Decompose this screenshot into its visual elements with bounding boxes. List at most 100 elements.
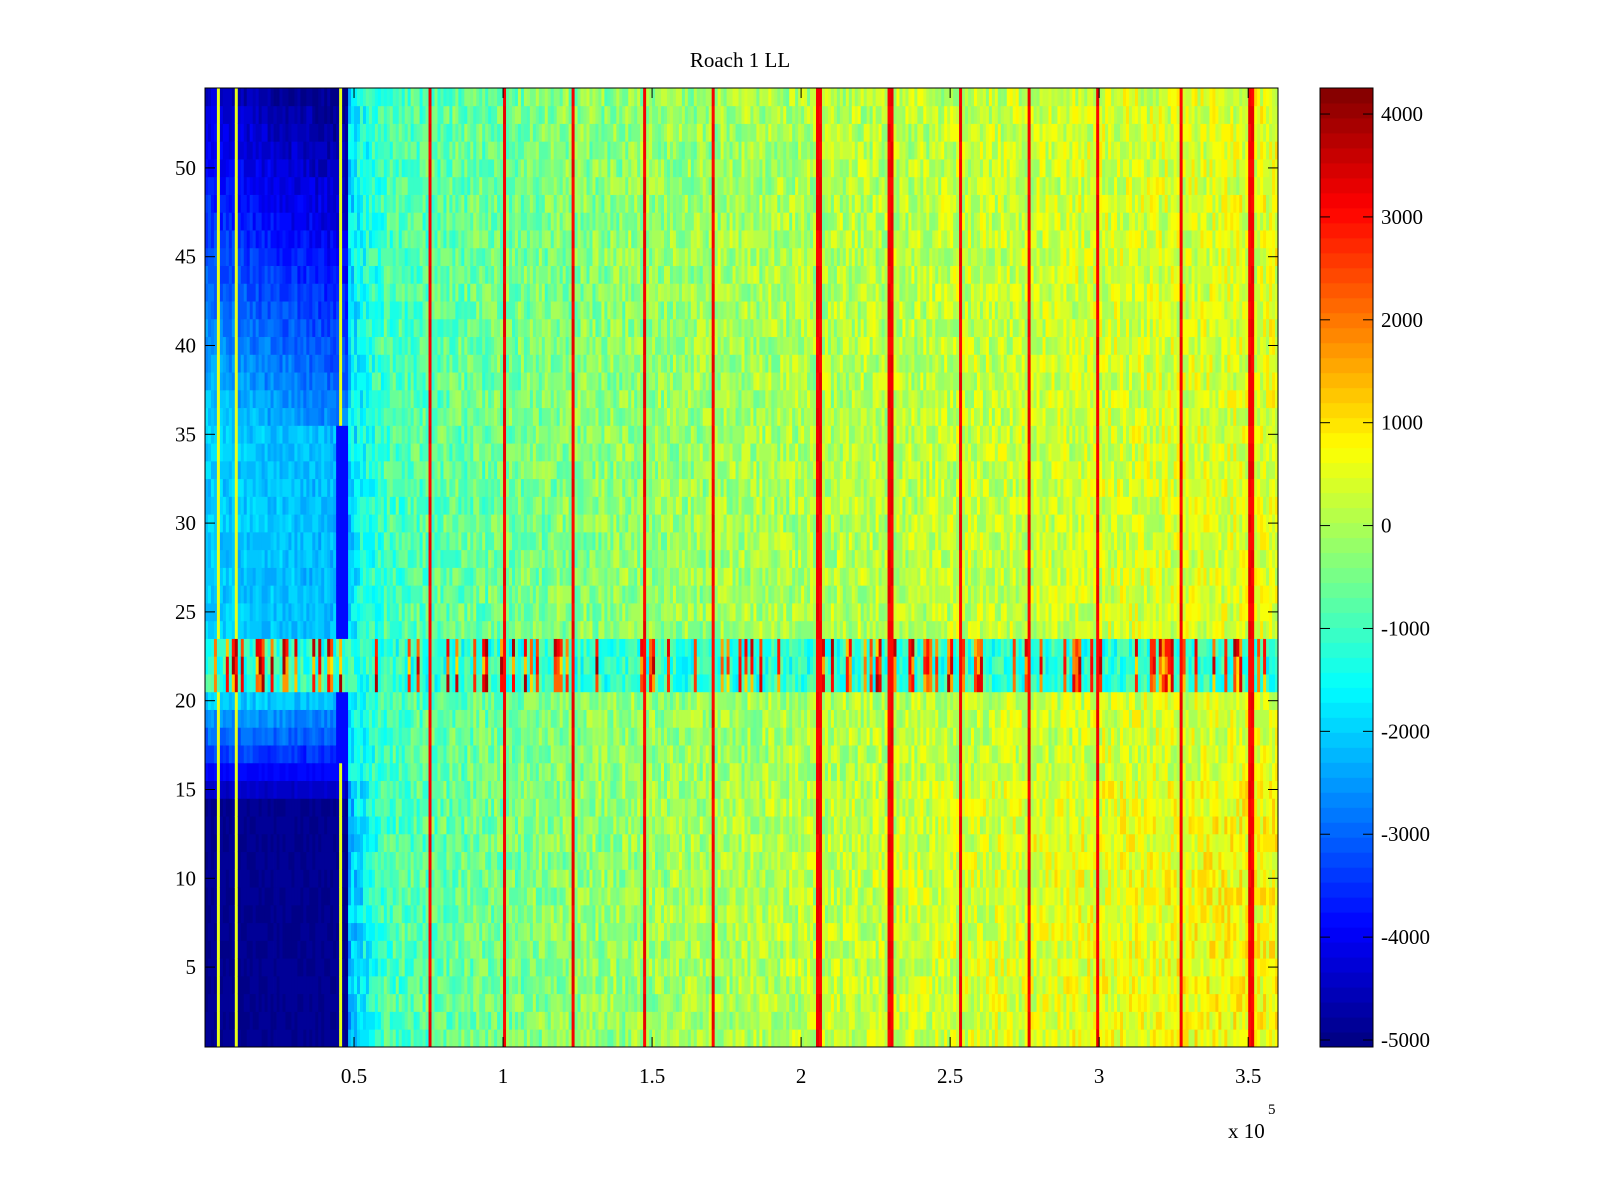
heatmap-cell xyxy=(359,620,364,639)
heatmap-cell xyxy=(443,638,447,657)
heatmap-cell xyxy=(240,176,245,195)
heatmap-cell xyxy=(413,230,418,249)
heatmap-cell xyxy=(428,159,432,178)
heatmap-cell xyxy=(359,958,364,977)
heatmap-cell xyxy=(228,638,233,657)
heatmap-cell xyxy=(249,585,254,604)
heatmap-cell xyxy=(458,940,462,959)
heatmap-cell xyxy=(452,691,456,710)
heatmap-cell xyxy=(258,816,263,835)
heatmap-cell xyxy=(365,105,370,124)
heatmap-cell xyxy=(282,798,286,817)
heatmap-cell xyxy=(270,585,274,604)
heatmap-cell xyxy=(365,212,370,231)
heatmap-cell xyxy=(342,940,346,959)
heatmap-cell xyxy=(306,159,310,178)
heatmap-cell xyxy=(351,922,355,941)
heatmap-cell xyxy=(249,975,254,995)
heatmap-cell xyxy=(380,443,385,462)
heatmap-cell xyxy=(398,283,403,302)
heatmap-cell xyxy=(312,709,316,728)
heatmap-cell xyxy=(249,265,254,284)
heatmap-cell xyxy=(219,603,224,622)
heatmap-cell xyxy=(291,478,295,497)
heatmap-cell xyxy=(246,301,251,320)
heatmap-cell xyxy=(321,123,325,142)
heatmap-cell xyxy=(431,762,435,782)
heatmap-cell xyxy=(410,887,415,906)
heatmap-cell xyxy=(315,833,319,853)
heatmap-cell xyxy=(300,443,304,462)
heatmap-cell xyxy=(410,425,415,444)
heatmap-cell xyxy=(446,940,450,959)
heatmap-cell xyxy=(383,833,388,853)
heatmap-cell xyxy=(404,798,409,817)
heatmap-cell xyxy=(440,940,444,959)
heatmap-cell xyxy=(205,372,209,391)
heatmap-cell xyxy=(351,674,355,693)
heatmap-cell xyxy=(365,389,370,409)
heatmap-cell xyxy=(458,265,462,284)
heatmap-cell xyxy=(380,1011,385,1030)
heatmap-cell xyxy=(476,514,480,533)
heatmap-cell xyxy=(339,301,343,320)
heatmap-cell xyxy=(246,975,251,995)
heatmap-cell xyxy=(240,531,245,551)
heatmap-cell xyxy=(279,549,283,568)
heatmap-cell xyxy=(434,88,438,107)
heatmap-cell xyxy=(273,922,277,941)
heatmap-cell xyxy=(407,478,412,497)
heatmap-cell xyxy=(333,798,337,817)
heatmap-cell xyxy=(297,159,301,178)
heatmap-cell xyxy=(386,372,391,391)
heatmap-cell xyxy=(336,212,340,231)
heatmap-cell xyxy=(249,301,254,320)
heatmap-cell xyxy=(389,141,394,160)
heatmap-cell xyxy=(237,514,242,533)
heatmap-cell xyxy=(333,887,337,906)
heatmap-cell xyxy=(443,549,447,568)
heatmap-cell xyxy=(339,904,343,924)
heatmap-cell xyxy=(300,603,304,622)
heatmap-cell xyxy=(222,603,227,622)
heatmap-cell xyxy=(368,603,373,622)
heatmap-cell xyxy=(398,514,403,533)
heatmap-cell xyxy=(225,247,230,266)
heatmap-cell xyxy=(476,443,480,462)
heatmap-cell xyxy=(240,780,245,799)
heatmap-cell xyxy=(225,159,230,178)
heatmap-cell xyxy=(470,780,474,799)
heatmap-cell xyxy=(467,567,471,586)
heatmap-cell xyxy=(312,620,316,639)
heatmap-cell xyxy=(461,958,465,977)
heatmap-cell xyxy=(339,88,343,107)
heatmap-cell xyxy=(416,283,420,302)
heatmap-cell xyxy=(380,389,385,409)
heatmap-cell xyxy=(213,531,218,551)
heatmap-cell xyxy=(383,958,388,977)
heatmap-cell xyxy=(288,762,292,782)
heatmap-cell xyxy=(437,833,441,853)
heatmap-cell xyxy=(324,389,328,409)
heatmap-cell xyxy=(294,567,298,586)
heatmap-cell xyxy=(261,425,266,444)
heatmap-cell xyxy=(309,851,313,870)
heatmap-cell xyxy=(270,230,274,249)
heatmap-cell xyxy=(449,105,453,124)
heatmap-cell xyxy=(416,851,420,870)
heatmap-cell xyxy=(258,851,263,870)
heatmap-cell xyxy=(479,940,483,959)
heatmap-cell xyxy=(342,549,346,568)
heatmap-cell xyxy=(246,620,251,639)
heatmap-cell xyxy=(336,389,340,409)
heatmap-cell xyxy=(309,531,313,551)
heatmap-cell xyxy=(351,478,355,497)
heatmap-cell xyxy=(264,975,268,995)
heatmap-cell xyxy=(428,638,432,657)
heatmap-cell xyxy=(237,851,242,870)
heatmap-cell xyxy=(276,585,280,604)
heatmap-cell xyxy=(413,318,418,338)
heatmap-cell xyxy=(386,425,391,444)
heatmap-cell xyxy=(312,443,316,462)
heatmap-cell xyxy=(318,993,322,1012)
